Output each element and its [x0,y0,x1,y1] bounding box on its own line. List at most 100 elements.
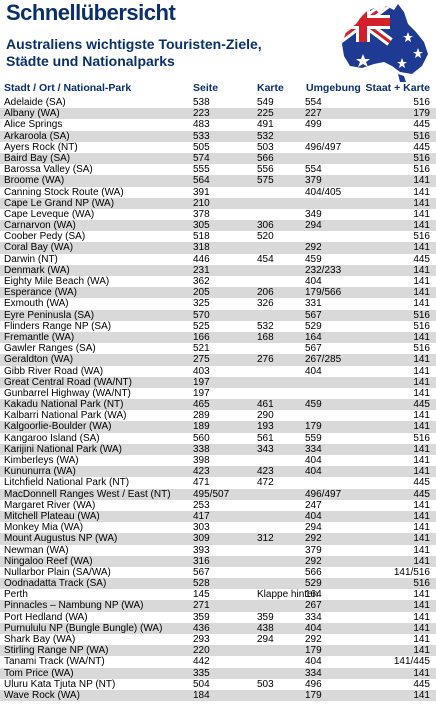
cell-staat-karte: 141/516 [393,566,430,578]
table-row: Newman (WA) 393 379 141 [0,545,436,556]
table-row: Litchfield National Park (NT) 471 472 445 [0,477,436,488]
cell-seite: 446 [193,253,210,265]
cell-name: Coral Bay (WA) [4,242,74,254]
cell-seite: 205 [193,287,210,299]
column-header-karte: Karte [257,82,284,94]
table-row: Great Central Road (WA/NT) 197 141 [0,376,436,388]
cell-umgebung: 164 [305,331,322,343]
cell-name: Margaret River (WA) [4,499,96,511]
cell-umgebung: 499 [305,119,322,131]
cell-umgebung: 179 [305,689,322,701]
cell-umgebung: 404 [305,365,322,377]
cell-name: Cape Le Grand NP (WA) [4,197,115,209]
cell-karte: 206 [257,287,274,299]
cell-umgebung: 267/285 [305,354,342,366]
cell-seite: 231 [193,264,210,276]
cell-name: Wave Rock (WA) [4,689,80,701]
cell-staat-karte: 141 [413,466,430,478]
table-row: Kangaroo Island (SA) 560 561 559 516 [0,433,436,444]
cell-staat-karte: 141 [413,443,430,455]
table-row: Coral Bay (WA) 318 292 141 [0,242,436,254]
cell-name: Baird Bay (SA) [4,152,71,164]
cell-seite: 223 [193,108,210,120]
cell-seite: 184 [193,689,210,701]
cell-karte: 423 [257,466,274,478]
cell-seite: 521 [193,343,210,355]
cell-name: MacDonnell Ranges West / East (NT) [4,488,171,500]
cell-umgebung: 554 [305,164,322,176]
cell-umgebung: 349 [305,208,322,220]
cell-staat-karte: 516 [413,231,430,243]
subtitle-line-2: Städte und Nationalparks [6,53,175,69]
table-row: Cape Le Grand NP (WA) 210 141 [0,197,436,209]
table-row: Exmouth (WA) 325 326 331 141 [0,298,436,309]
cell-name: Kununurra (WA) [4,466,76,478]
cell-karte: 532 [257,130,274,142]
cell-seite: 210 [193,197,210,209]
cell-name: Stirling Range NP (WA) [4,645,109,657]
cell-name: Great Central Road (WA/NT) [4,376,132,388]
cell-karte: 290 [257,410,274,422]
cell-name: Broome (WA) [4,175,65,187]
cell-name: Perth [4,589,28,601]
cell-name: Flinders Range NP (SA) [4,320,112,332]
cell-umgebung: 404 [305,455,322,466]
cell-staat-karte: 445 [413,678,430,690]
cell-umgebung: 496 [305,678,322,690]
cell-umgebung: 566 [305,566,322,578]
cell-staat-karte: 141 [413,410,430,422]
cell-name: Gunbarrel Highway (WA/NT) [4,387,131,399]
cell-karte: 575 [257,175,274,187]
table-header: Stadt / Ort / National-Park Seite Karte … [0,82,436,97]
table-row: Wave Rock (WA) 184 179 141 [0,689,436,702]
cell-umgebung: 232/233 [305,264,342,276]
cell-seite: 398 [193,455,210,466]
cell-staat-karte: 141 [413,455,430,466]
cell-staat-karte: 141 [413,499,430,511]
table-row: Adelaide (SA) 538 549 554 516 [0,97,436,108]
table-row: Gawler Ranges (SA) 521 567 516 [0,343,436,354]
cell-karte: 472 [257,477,274,489]
cell-umgebung: 529 [305,320,322,332]
table-row: Eighty Mile Beach (WA) 362 404 141 [0,276,436,287]
table-row: Arkaroola (SA) 533 532 516 [0,130,436,142]
cell-umgebung: 294 [305,220,322,232]
cell-seite: 293 [193,634,210,645]
cell-umgebung: 404 [305,466,322,478]
table-row: Carnarvon (WA) 305 306 294 141 [0,220,436,232]
cell-staat-karte: 445 [413,253,430,265]
cell-staat-karte: 516 [413,130,430,142]
cell-seite: 417 [193,510,210,522]
cell-name: Gawler Ranges (SA) [4,343,96,355]
cell-name: Fremantle (WA) [4,331,75,343]
cell-staat-karte: 516 [413,97,430,108]
cell-karte: 294 [257,634,274,645]
table-row: Shark Bay (WA) 293 294 292 141 [0,634,436,645]
column-header-umgebung: Umgebung [306,82,361,94]
table-row: Flinders Range NP (SA) 525 532 529 516 [0,321,436,332]
table-row: Barossa Valley (SA) 555 556 554 516 [0,164,436,175]
cell-seite: 325 [193,298,210,310]
cell-karte: 566 [257,152,274,164]
cell-staat-karte: 516 [413,152,430,164]
cell-name: Geraldton (WA) [4,354,74,366]
cell-umgebung: 294 [305,522,322,534]
cell-staat-karte: 141 [413,634,430,645]
table-row: MacDonnell Ranges West / East (NT) 495/50… [0,488,436,500]
cell-umgebung: 404 [305,656,322,668]
cell-staat-karte: 141 [413,186,430,198]
cell-umgebung: 567 [305,343,322,355]
cell-staat-karte: 516 [413,578,430,590]
cell-seite: 359 [193,611,210,623]
cell-umgebung: 404 [305,276,322,287]
cell-staat-karte: 141 [413,197,430,209]
cell-umgebung: 379 [305,544,322,556]
cell-staat-karte: 516 [413,309,430,321]
cell-name: Oodnadatta Track (SA) [4,578,107,590]
cell-seite: 309 [193,533,210,545]
table-row: Broome (WA) 564 575 379 141 [0,175,436,187]
table-row: Ningaloo Reef (WA) 316 292 141 [0,555,436,567]
table-row: Gibb River Road (WA) 403 404 141 [0,366,436,377]
cell-umgebung: 404/405 [305,186,342,198]
cell-umgebung: 459 [305,253,322,265]
